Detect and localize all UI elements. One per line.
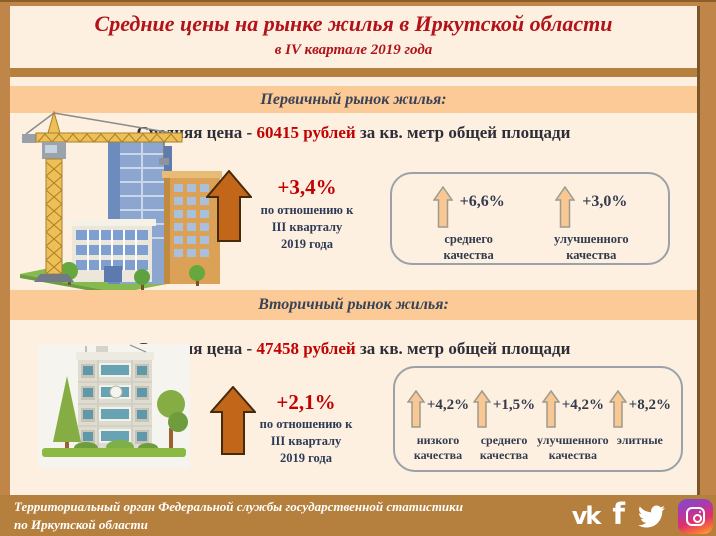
quality-label: низкого качества bbox=[413, 433, 463, 462]
up-arrow-icon bbox=[208, 385, 258, 455]
primary-market-band: Первичный рынок жилья: bbox=[10, 86, 697, 113]
vk-icon[interactable]: vk bbox=[571, 502, 602, 530]
footer-bar bbox=[0, 495, 716, 536]
quality-percent: +6,6% bbox=[459, 193, 505, 210]
frame-top bbox=[0, 0, 716, 6]
secondary-quality-box: +4,2% низкого качества +1,5% среднего ка… bbox=[393, 366, 683, 472]
small-up-arrow-icon bbox=[406, 390, 425, 428]
quality-label: среднего качества bbox=[443, 232, 494, 262]
secondary-price-value: 47458 рублей bbox=[256, 339, 356, 358]
header: Средние цены на рынке жилья в Иркутской … bbox=[10, 9, 697, 59]
quality-percent: +8,2% bbox=[628, 397, 671, 413]
header-divider bbox=[10, 68, 697, 77]
secondary-market-band: Вторичный рынок жилья: bbox=[10, 290, 697, 320]
primary-quality-box: +6,6% среднего качества +3,0% улучшенног… bbox=[390, 172, 670, 265]
small-up-arrow-icon bbox=[555, 186, 576, 228]
twitter-icon[interactable] bbox=[638, 503, 665, 530]
secondary-growth-arrow bbox=[208, 385, 258, 460]
quality-percent: +4,2% bbox=[561, 397, 604, 413]
quality-column: +4,2% улучшенного качества bbox=[537, 390, 609, 470]
facebook-icon[interactable]: f bbox=[612, 497, 625, 531]
primary-growth-arrow bbox=[204, 169, 254, 247]
quality-column: +3,0% улучшенного качества bbox=[545, 186, 637, 263]
page-title: Средние цены на рынке жилья в Иркутской … bbox=[94, 11, 613, 36]
quality-column: +1,5% среднего качества bbox=[471, 390, 537, 470]
social-links: vk f bbox=[572, 497, 713, 535]
primary-price-value: 60415 рублей bbox=[256, 123, 356, 142]
page-subtitle: в IV квартале 2019 года bbox=[274, 41, 433, 58]
quality-label: элитные bbox=[616, 433, 663, 447]
primary-change-percent: +3,4% bbox=[277, 175, 337, 199]
small-up-arrow-icon bbox=[472, 390, 491, 428]
up-arrow-icon bbox=[204, 169, 254, 242]
quality-percent: +4,2% bbox=[426, 397, 470, 413]
quality-column: +8,2% элитные bbox=[608, 390, 671, 470]
crane-buildings-icon bbox=[20, 110, 222, 296]
footer-organization: Территориальный орган Федеральной службы… bbox=[14, 498, 463, 534]
quality-label: среднего качества bbox=[479, 433, 529, 462]
small-up-arrow-icon bbox=[541, 390, 560, 428]
instagram-icon[interactable] bbox=[678, 498, 713, 534]
apartment-building-icon bbox=[42, 344, 188, 457]
quality-label: улучшенного качества bbox=[554, 232, 629, 262]
primary-change-caption: по отношению к III кварталу 2019 года bbox=[260, 203, 354, 251]
instagram-camera-glyph bbox=[686, 506, 705, 526]
secondary-change-caption: по отношению к III кварталу 2019 года bbox=[259, 417, 353, 465]
quality-percent: +3,0% bbox=[582, 193, 628, 210]
footer-org-line1: Территориальный орган Федеральной службы… bbox=[14, 499, 463, 514]
quality-column: +6,6% среднего качества bbox=[423, 186, 515, 263]
quality-label: улучшенного качества bbox=[537, 433, 609, 462]
secondary-change-percent: +2,1% bbox=[276, 390, 336, 414]
small-up-arrow-icon bbox=[432, 186, 453, 228]
footer-org-line2: по Иркутской области bbox=[14, 517, 148, 533]
frame-right bbox=[697, 6, 716, 495]
primary-price-suffix: за кв. метр общей площади bbox=[355, 123, 571, 142]
frame-left bbox=[0, 6, 10, 495]
secondary-price-suffix: за кв. метр общей площади bbox=[355, 339, 571, 358]
quality-percent: +1,5% bbox=[492, 397, 536, 413]
small-up-arrow-icon bbox=[608, 390, 627, 428]
quality-column: +4,2% низкого качества bbox=[405, 390, 471, 470]
apartment-building-illustration bbox=[38, 344, 190, 468]
construction-buildings-illustration bbox=[12, 106, 228, 301]
